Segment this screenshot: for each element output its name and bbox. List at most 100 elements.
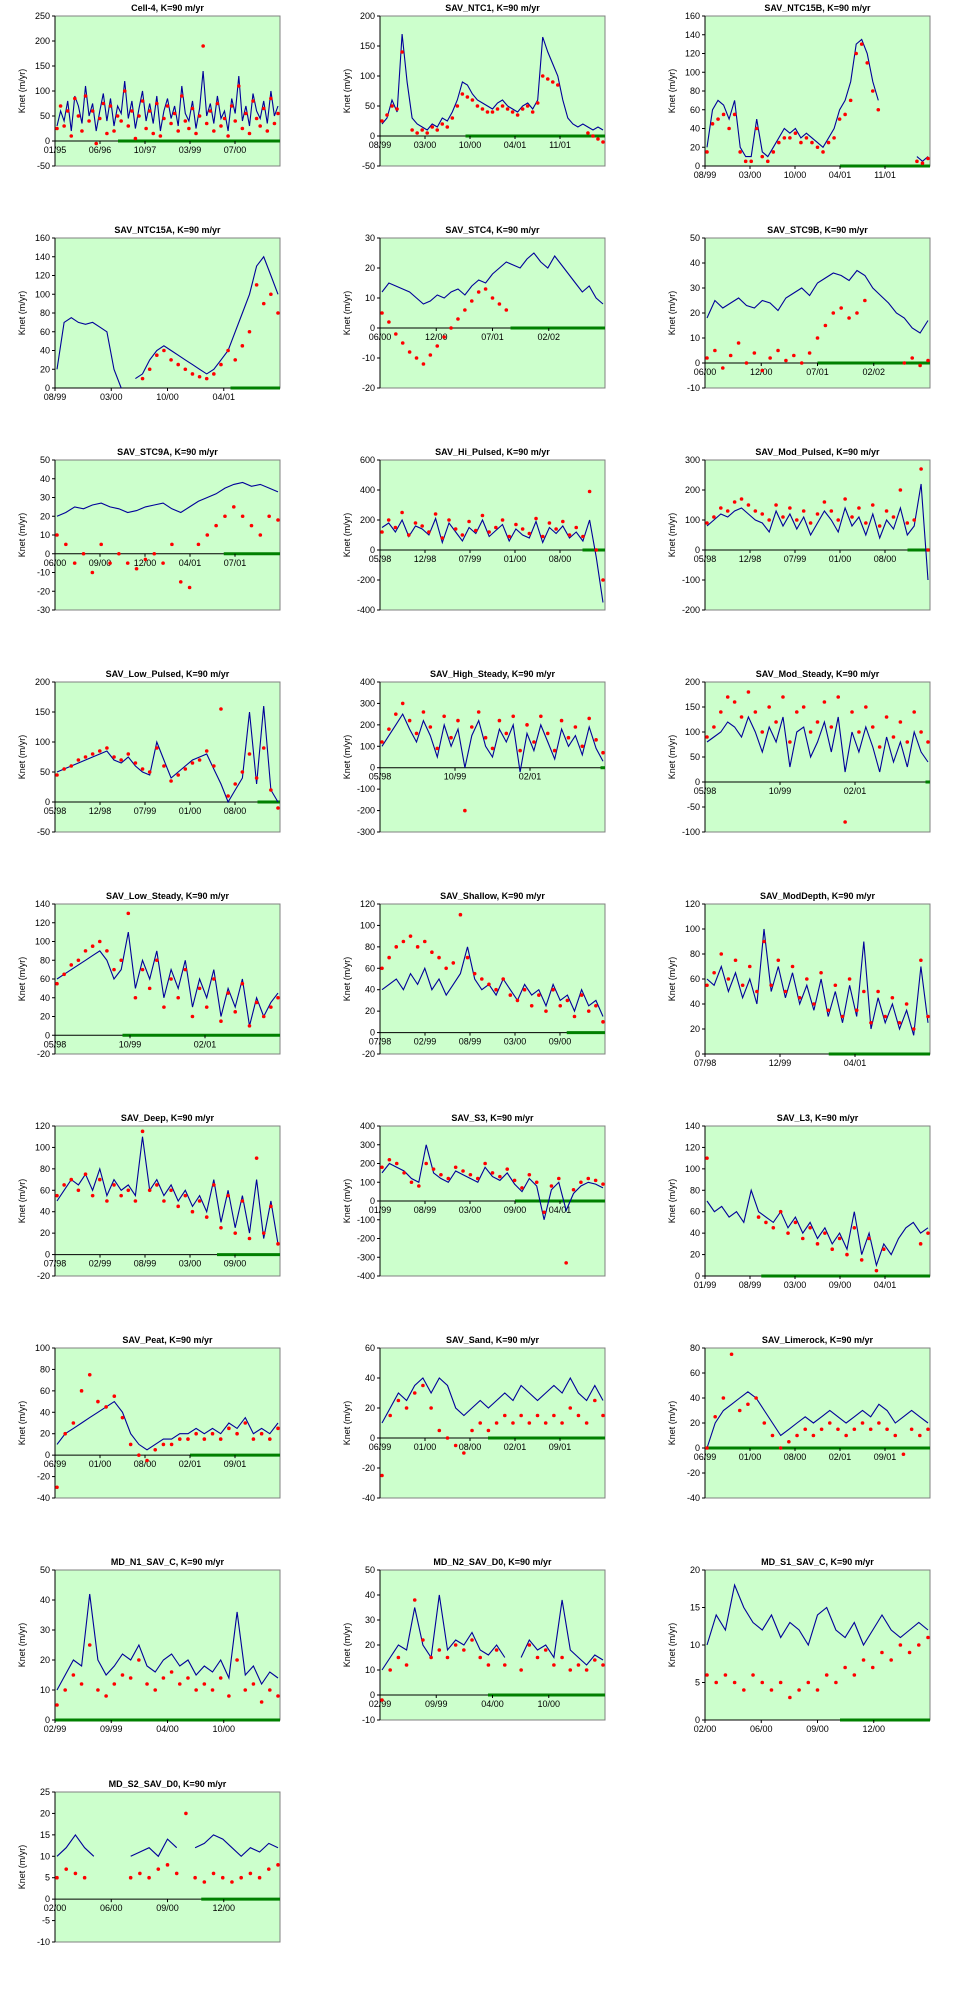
data-point: [705, 1673, 709, 1677]
data-point: [774, 720, 778, 724]
chart-title: SAV_S3, K=90 m/yr: [451, 1113, 534, 1123]
data-point: [783, 989, 788, 994]
y-tick-label: 0: [370, 323, 375, 333]
data-point: [227, 1694, 231, 1698]
data-point: [771, 150, 776, 154]
x-tick-label: 10/00: [537, 1699, 560, 1709]
data-point: [183, 119, 188, 123]
data-point: [276, 1694, 280, 1698]
data-point: [593, 1178, 598, 1183]
data-point: [500, 518, 505, 522]
data-point: [732, 500, 737, 504]
y-tick-label: 60: [40, 1185, 50, 1195]
y-tick-label: 10: [365, 1665, 375, 1675]
data-point: [497, 718, 502, 723]
y-tick-label: 0: [45, 383, 50, 393]
data-point: [753, 509, 758, 513]
chart-panel: SAV_Mod_Pulsed, K=90 m/yr -200 -100 0 100 200…: [650, 444, 970, 666]
x-tick-label: 12/99: [769, 1058, 792, 1068]
data-point: [386, 518, 391, 522]
data-point: [877, 1421, 881, 1425]
data-point: [223, 514, 227, 519]
data-point: [126, 124, 131, 128]
chart-title: SAV_Deep, K=90 m/yr: [121, 1113, 215, 1123]
data-point: [240, 514, 245, 519]
y-tick-label: 100: [685, 515, 700, 525]
data-point: [788, 740, 792, 744]
data-point: [437, 955, 441, 960]
y-tick-label: 80: [690, 86, 700, 96]
y-tick-label: -20: [37, 1271, 50, 1281]
data-point: [243, 1688, 248, 1692]
data-point: [125, 561, 130, 565]
chart-title: SAV_Mod_Pulsed, K=90 m/yr: [755, 447, 880, 457]
x-tick-label: 10/99: [769, 786, 792, 796]
x-tick-label: 06/96: [89, 145, 112, 155]
y-tick-label: 140: [685, 1121, 700, 1131]
data-point: [212, 372, 216, 376]
data-point: [55, 533, 59, 537]
x-tick-label: 02/01: [829, 1452, 852, 1462]
x-tick-label: 10/99: [119, 1039, 142, 1049]
chart-panel: SAV_NTC15B, K=90 m/yr 0 20 40 60 80 100 120 140 1…: [650, 0, 970, 222]
x-tick-label: 09/01: [224, 1459, 247, 1469]
x-tick-label: 05/98: [369, 554, 392, 564]
x-tick-label: 05/98: [694, 554, 717, 564]
y-tick-label: 100: [35, 937, 50, 947]
data-point: [169, 779, 173, 783]
data-point: [854, 51, 858, 56]
data-point: [476, 710, 481, 714]
y-tick-label: 20: [365, 1006, 375, 1016]
chart-svg: MD_S1_SAV_C, K=90 m/yr 0 5 10 15 20 Knet (m/yr…: [667, 1557, 931, 1734]
data-point: [233, 119, 238, 123]
x-tick-label: 12/00: [425, 332, 448, 342]
data-point: [430, 950, 434, 955]
data-point: [112, 1183, 116, 1187]
plot-area: [379, 237, 606, 389]
y-tick-label: 150: [685, 702, 700, 712]
y-tick-label: -40: [687, 1493, 700, 1503]
chart-title: SAV_NTC15A, K=90 m/yr: [114, 225, 221, 235]
data-point: [196, 542, 201, 547]
data-point: [762, 1421, 767, 1425]
y-tick-label: -400: [357, 1271, 375, 1281]
data-point: [413, 521, 418, 525]
chart-panel: SAV_STC9A, K=90 m/yr -30 -20 -10 0 10 20 30 40 50…: [0, 444, 320, 666]
chart-panel: SAV_Shallow, K=90 m/yr -20 0 20 40 60 80 100 120…: [325, 888, 645, 1110]
y-tick-label: 50: [40, 455, 50, 465]
y-tick-label: 150: [35, 707, 50, 717]
y-tick-label: -200: [357, 575, 375, 585]
data-point: [212, 764, 216, 768]
data-point: [725, 509, 730, 513]
data-point: [134, 566, 139, 571]
y-tick-label: 20: [40, 1228, 50, 1238]
data-point: [746, 690, 751, 694]
x-tick-label: 02/01: [504, 1442, 527, 1452]
data-point: [719, 710, 723, 714]
y-tick-label: 140: [685, 30, 700, 40]
data-point: [140, 99, 145, 103]
x-tick-label: 04/01: [549, 1205, 572, 1215]
data-point: [880, 1650, 884, 1655]
data-point: [567, 533, 572, 537]
y-tick-label: 20: [365, 263, 375, 273]
plot-area: [54, 459, 281, 611]
x-tick-label: 06/00: [100, 1903, 123, 1913]
data-point: [601, 1182, 605, 1186]
x-tick-label: 08/00: [134, 1459, 157, 1469]
chart-panel: MD_N2_SAV_D0, K=90 m/yr -10 0 10 20 30 40 50 Kne…: [325, 1554, 645, 1776]
data-point: [105, 1199, 109, 1203]
data-point: [822, 700, 827, 704]
data-point: [240, 770, 245, 774]
y-tick-label: 10: [40, 530, 50, 540]
x-tick-label: 09/00: [224, 1259, 247, 1269]
data-point: [108, 561, 112, 565]
data-point: [587, 489, 592, 494]
y-tick-label: 50: [365, 101, 375, 111]
y-axis-label: Knet (m/yr): [342, 957, 352, 1002]
y-tick-label: 80: [40, 308, 50, 318]
data-point: [90, 570, 95, 575]
data-point: [912, 518, 916, 522]
data-point: [204, 1215, 209, 1219]
y-tick-label: 40: [690, 258, 700, 268]
